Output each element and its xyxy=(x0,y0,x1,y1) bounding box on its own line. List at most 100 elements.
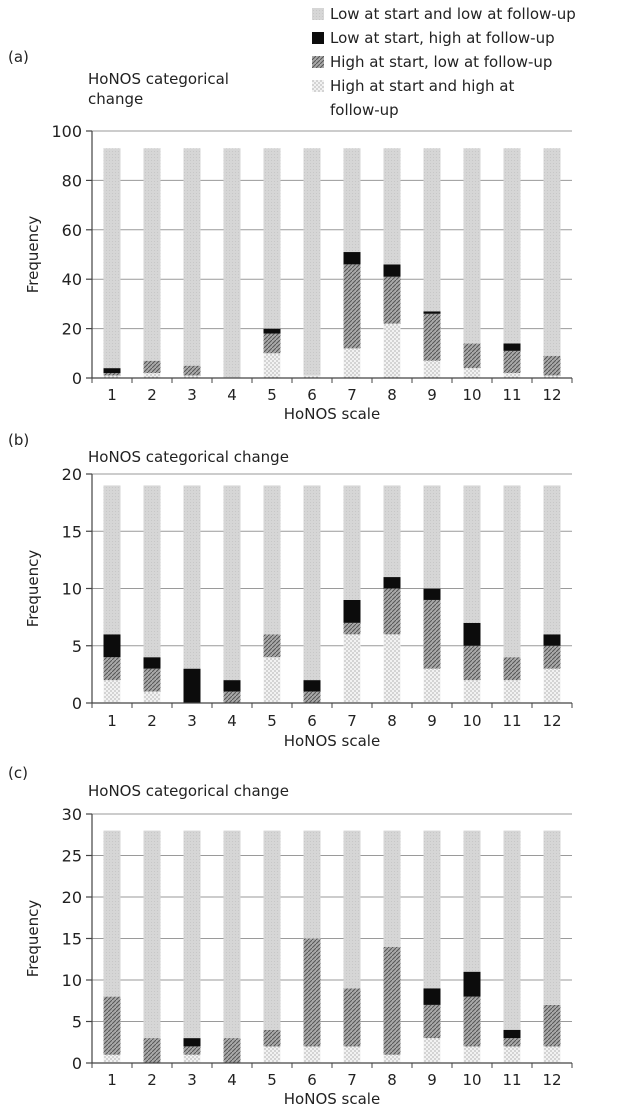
bar-low-high-7 xyxy=(343,252,361,265)
x-tick-label: 2 xyxy=(147,712,157,730)
bar-high-high-7 xyxy=(343,1046,361,1063)
y-tick-label: 5 xyxy=(72,637,82,656)
bar-high-low-12 xyxy=(543,355,561,376)
bar-low-high-9 xyxy=(423,588,441,600)
bar-high-high-6 xyxy=(303,375,321,378)
bar-high-high-7 xyxy=(343,348,361,378)
bar-high-high-8 xyxy=(383,323,401,378)
legend: Low at start and low at follow-up Low at… xyxy=(312,5,576,119)
legend-label-high-high-line1: High at start and high at xyxy=(330,77,514,95)
y-tick-label: 20 xyxy=(62,320,82,339)
y-tick-label: 60 xyxy=(62,221,82,240)
bar-high-low-5 xyxy=(263,634,281,658)
x-tick-label: 1 xyxy=(107,386,117,404)
bar-high-high-12 xyxy=(543,375,561,378)
x-tick-label: 12 xyxy=(542,1071,561,1089)
bar-low-high-5 xyxy=(263,328,281,334)
panel-c-title: HoNOS categorical change xyxy=(88,782,289,800)
panel-a-title-line2: change xyxy=(88,90,143,108)
y-tick-label: 15 xyxy=(62,930,82,949)
y-tick-label: 0 xyxy=(72,1054,82,1073)
bar-high-low-10 xyxy=(463,645,481,681)
legend-label-high-high: High at start and high at follow-up xyxy=(330,77,519,119)
legend-swatch-high-high xyxy=(312,80,324,92)
legend-label-high-high-line2: follow-up xyxy=(330,101,399,119)
bar-low-high-3 xyxy=(183,1038,201,1047)
x-tick-label: 7 xyxy=(347,1071,357,1089)
bar-high-low-2 xyxy=(143,360,161,374)
bar-low-low-11 xyxy=(503,830,521,1030)
bars xyxy=(103,830,561,1063)
bar-high-high-3 xyxy=(183,375,201,378)
x-tick-label: 4 xyxy=(227,1071,237,1089)
bar-low-low-7 xyxy=(343,485,361,600)
bar-high-high-8 xyxy=(383,634,401,703)
bar-low-low-6 xyxy=(303,830,321,939)
bar-high-low-10 xyxy=(463,996,481,1047)
x-tick-label: 10 xyxy=(462,712,481,730)
bar-low-high-8 xyxy=(383,264,401,277)
bar-low-high-11 xyxy=(503,1029,521,1039)
gridlines xyxy=(92,473,572,647)
bar-high-low-2 xyxy=(143,1038,161,1063)
bar-low-high-2 xyxy=(143,657,161,669)
x-tick-label: 8 xyxy=(387,1071,397,1089)
x-tick-label: 3 xyxy=(187,1071,197,1089)
bar-low-low-3 xyxy=(183,485,201,669)
bar-low-low-11 xyxy=(503,148,521,344)
bar-low-low-5 xyxy=(263,485,281,635)
bar-high-low-5 xyxy=(263,333,281,354)
y-tick-label: 25 xyxy=(62,847,82,866)
y-axis-title: Frequency xyxy=(24,550,42,628)
x-tick-label: 11 xyxy=(502,1071,521,1089)
bar-high-low-1 xyxy=(103,996,121,1055)
bar-high-low-2 xyxy=(143,668,161,692)
bar-high-high-5 xyxy=(263,1046,281,1063)
x-tick-label: 1 xyxy=(107,1071,117,1089)
bar-high-low-7 xyxy=(343,622,361,635)
bar-high-high-12 xyxy=(543,1046,561,1063)
bar-low-high-1 xyxy=(103,368,121,374)
bar-low-high-4 xyxy=(223,680,241,692)
bar-high-low-4 xyxy=(223,1038,241,1063)
bar-high-high-10 xyxy=(463,680,481,703)
bar-high-high-7 xyxy=(343,634,361,703)
legend-label-high-low: High at start, low at follow-up xyxy=(330,53,552,71)
y-tick-label: 0 xyxy=(72,369,82,388)
y-axis-title: Frequency xyxy=(24,216,42,294)
y-tick-label: 15 xyxy=(62,522,82,541)
x-tick-label: 9 xyxy=(427,712,437,730)
x-tick-label: 1 xyxy=(107,712,117,730)
x-axis-title: HoNOS scale xyxy=(284,405,380,423)
bar-high-high-9 xyxy=(423,1038,441,1063)
x-tick-label: 9 xyxy=(427,386,437,404)
x-tick-label: 10 xyxy=(462,386,481,404)
bar-low-low-12 xyxy=(543,485,561,635)
panel-a-title: HoNOS categorical change xyxy=(88,70,234,108)
bar-high-low-3 xyxy=(183,1046,201,1055)
bar-low-low-3 xyxy=(183,148,201,366)
x-tick-label: 7 xyxy=(347,712,357,730)
x-tick-label: 6 xyxy=(307,386,317,404)
x-tick-label: 4 xyxy=(227,712,237,730)
x-tick-label: 7 xyxy=(347,386,357,404)
bar-low-low-1 xyxy=(103,148,121,369)
bar-high-high-8 xyxy=(383,1054,401,1063)
bar-low-high-10 xyxy=(463,971,481,997)
bar-high-low-9 xyxy=(423,313,441,361)
bar-high-low-11 xyxy=(503,657,521,681)
bar-high-low-11 xyxy=(503,1038,521,1047)
bar-low-high-3 xyxy=(183,668,201,703)
bar-high-low-6 xyxy=(303,691,321,703)
bar-low-low-11 xyxy=(503,485,521,658)
bar-low-low-1 xyxy=(103,830,121,997)
y-tick-label: 20 xyxy=(62,888,82,907)
panel-a: (a) HoNOS categorical change 0 20 40 60 80 10… xyxy=(8,48,573,423)
legend-swatch-low-low xyxy=(312,8,324,20)
x-tick-label: 5 xyxy=(267,1071,277,1089)
x-axis-title: HoNOS scale xyxy=(284,732,380,750)
